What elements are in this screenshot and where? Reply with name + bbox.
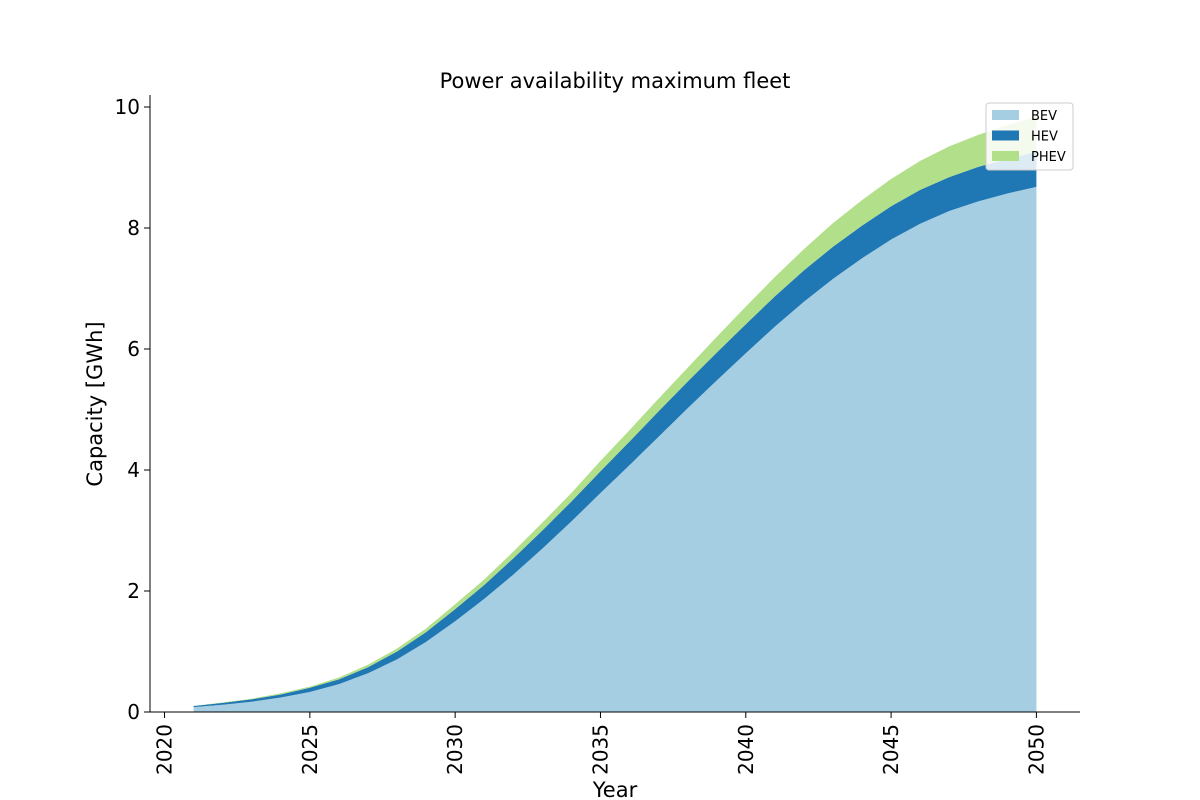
x-tick-label: 2030	[443, 724, 467, 775]
area-phev	[193, 116, 1037, 706]
area-hev	[193, 151, 1037, 708]
legend-swatch-hev	[992, 130, 1019, 141]
x-tick-label: 2050	[1024, 724, 1048, 775]
x-tick-label: 2045	[879, 724, 903, 775]
legend-label-bev: BEV	[1031, 109, 1057, 124]
y-ticks: 0 2 4 6 8 10	[115, 95, 150, 724]
legend-swatch-phev	[992, 151, 1019, 161]
legend-label-hev: HEV	[1031, 130, 1058, 145]
x-tick-label: 2025	[298, 724, 322, 775]
legend-swatch-bev	[992, 110, 1019, 120]
area-bev	[193, 186, 1037, 713]
x-ticks: 2020 2025 2030 2035 2040 2045 2050	[153, 712, 1048, 775]
y-tick-label: 2	[127, 579, 140, 603]
chart-title: Power availability maximum fleet	[440, 69, 791, 93]
legend-label-phev: PHEV	[1031, 150, 1066, 165]
x-tick-label: 2040	[734, 724, 758, 775]
y-axis-label: Capacity [GWh]	[83, 321, 107, 486]
x-tick-label: 2035	[588, 724, 612, 775]
y-tick-label: 8	[127, 216, 140, 240]
y-tick-label: 6	[127, 337, 140, 361]
y-tick-label: 4	[127, 458, 140, 482]
y-tick-label: 0	[127, 700, 140, 724]
x-tick-label: 2020	[153, 724, 177, 775]
y-tick-label: 10	[115, 95, 140, 119]
series-areas	[193, 116, 1037, 713]
legend: BEV HEV PHEV	[985, 102, 1074, 171]
x-axis-label: Year	[592, 778, 638, 800]
axes	[149, 95, 1080, 713]
